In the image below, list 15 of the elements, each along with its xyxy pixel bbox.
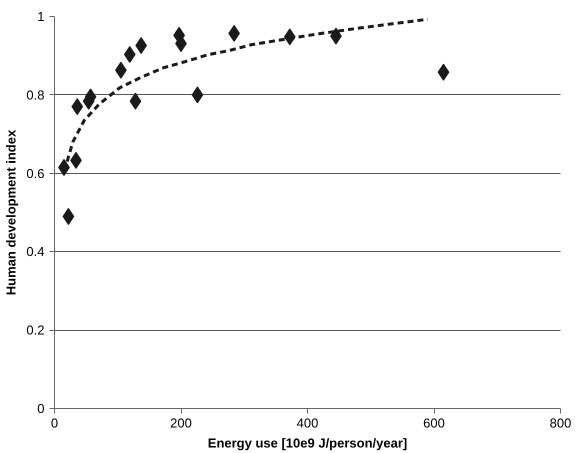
x-tick-label: 200: [170, 416, 192, 430]
x-tick-label: 600: [423, 416, 445, 430]
y-tick-label: 0: [37, 401, 45, 416]
y-tick-label: 1: [37, 9, 45, 24]
point: [124, 46, 136, 64]
y-tick-label: 0.4: [26, 244, 45, 260]
x-tick-label: 400: [296, 416, 318, 430]
x-tick-label: 0: [50, 416, 58, 430]
x-tick-label: 800: [550, 416, 572, 430]
point: [71, 98, 84, 116]
y-tick-label: 0.8: [26, 87, 45, 102]
y-axis-title: Human development index: [3, 129, 18, 296]
y-tick-label: 0.6: [26, 166, 45, 181]
x-axis-title: Energy use [10e9 J/person/year]: [208, 436, 408, 450]
y-tick-label: 0.2: [26, 322, 45, 338]
